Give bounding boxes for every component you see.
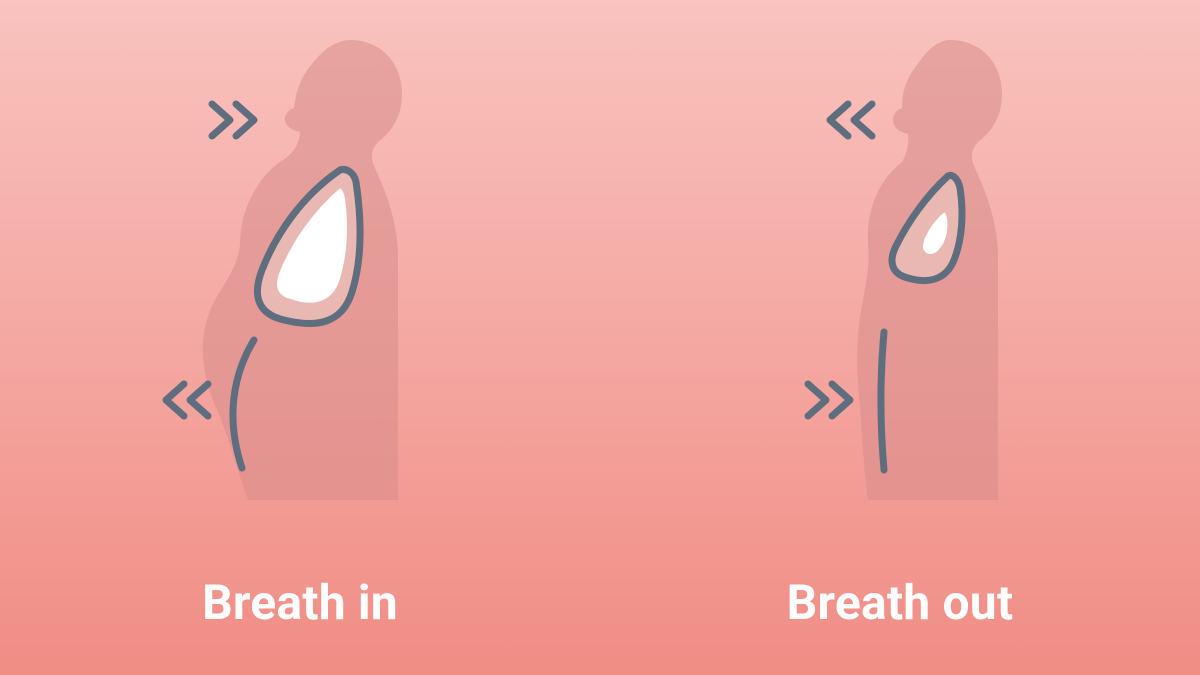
belly-arrows-out [808, 384, 850, 416]
belly-arrows-in [166, 384, 208, 416]
panel-breath-in: Breath in [0, 0, 600, 675]
panel-row: Breath in [0, 0, 1200, 675]
caption-breath-out: Breath out [600, 574, 1200, 631]
panel-breath-out: Breath out [600, 0, 1200, 675]
figure-breath-in [40, 0, 560, 520]
figure-svg-breath-out [640, 0, 1160, 520]
mouth-arrows-out [830, 104, 872, 136]
mouth-arrows-in [212, 104, 254, 136]
figure-breath-out [640, 0, 1160, 520]
figure-svg-breath-in [40, 0, 560, 520]
infographic-canvas: Breath in [0, 0, 1200, 675]
caption-breath-in: Breath in [0, 574, 600, 631]
belly-line-breath-out [881, 332, 884, 470]
